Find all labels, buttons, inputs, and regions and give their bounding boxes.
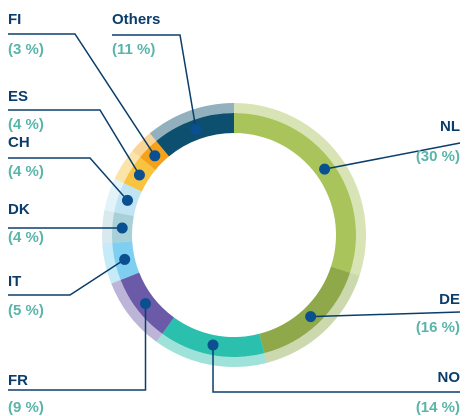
leader-dot bbox=[116, 222, 128, 234]
donut-segment bbox=[162, 317, 265, 357]
value-label: (3 %) bbox=[8, 41, 44, 58]
leader-line bbox=[8, 157, 129, 201]
leader-line bbox=[112, 34, 197, 130]
donut-halo bbox=[156, 333, 267, 367]
donut-halo bbox=[101, 210, 115, 244]
leader-dot bbox=[190, 124, 202, 136]
donut-halo bbox=[149, 103, 234, 141]
donut-halo bbox=[132, 133, 157, 158]
value-label: (5 %) bbox=[8, 302, 44, 319]
leader-dot bbox=[149, 150, 161, 162]
leader-dot bbox=[119, 253, 131, 265]
leader-dot bbox=[140, 298, 152, 310]
value-label: (30 %) bbox=[416, 148, 460, 165]
donut-halo bbox=[264, 272, 360, 363]
category-label: DE bbox=[439, 291, 460, 308]
leader-line bbox=[310, 311, 461, 318]
category-label: ES bbox=[8, 88, 28, 105]
donut-halo bbox=[102, 242, 121, 284]
donut-halo bbox=[111, 279, 163, 342]
value-label: (4 %) bbox=[8, 116, 44, 133]
leader-line bbox=[8, 109, 141, 176]
value-label: (9 %) bbox=[8, 399, 44, 416]
leader-line bbox=[324, 142, 461, 170]
category-label: NL bbox=[440, 118, 460, 135]
value-label: (14 %) bbox=[416, 399, 460, 416]
donut-halo bbox=[104, 178, 124, 213]
value-label: (4 %) bbox=[8, 163, 44, 180]
donut-segment bbox=[259, 266, 351, 354]
donut-segment bbox=[234, 113, 356, 273]
category-label: Others bbox=[112, 11, 160, 28]
leader-dot bbox=[133, 169, 145, 181]
value-label: (11 %) bbox=[112, 41, 155, 58]
leader-dot bbox=[305, 311, 317, 323]
category-label: IT bbox=[8, 273, 21, 290]
category-label: FR bbox=[8, 372, 28, 389]
value-label: (4 %) bbox=[8, 229, 44, 246]
leader-line bbox=[212, 345, 460, 393]
leader-dot bbox=[207, 339, 219, 351]
category-label: NO bbox=[438, 369, 461, 386]
leader-line bbox=[8, 303, 147, 391]
leader-dot bbox=[121, 194, 133, 206]
category-label: FI bbox=[8, 11, 21, 28]
leader-line bbox=[8, 258, 126, 296]
category-label: CH bbox=[8, 134, 30, 151]
value-label: (16 %) bbox=[416, 319, 460, 336]
leader-line bbox=[8, 33, 156, 157]
category-label: DK bbox=[8, 201, 30, 218]
donut-halo bbox=[114, 150, 140, 184]
leader-dot bbox=[319, 163, 331, 175]
